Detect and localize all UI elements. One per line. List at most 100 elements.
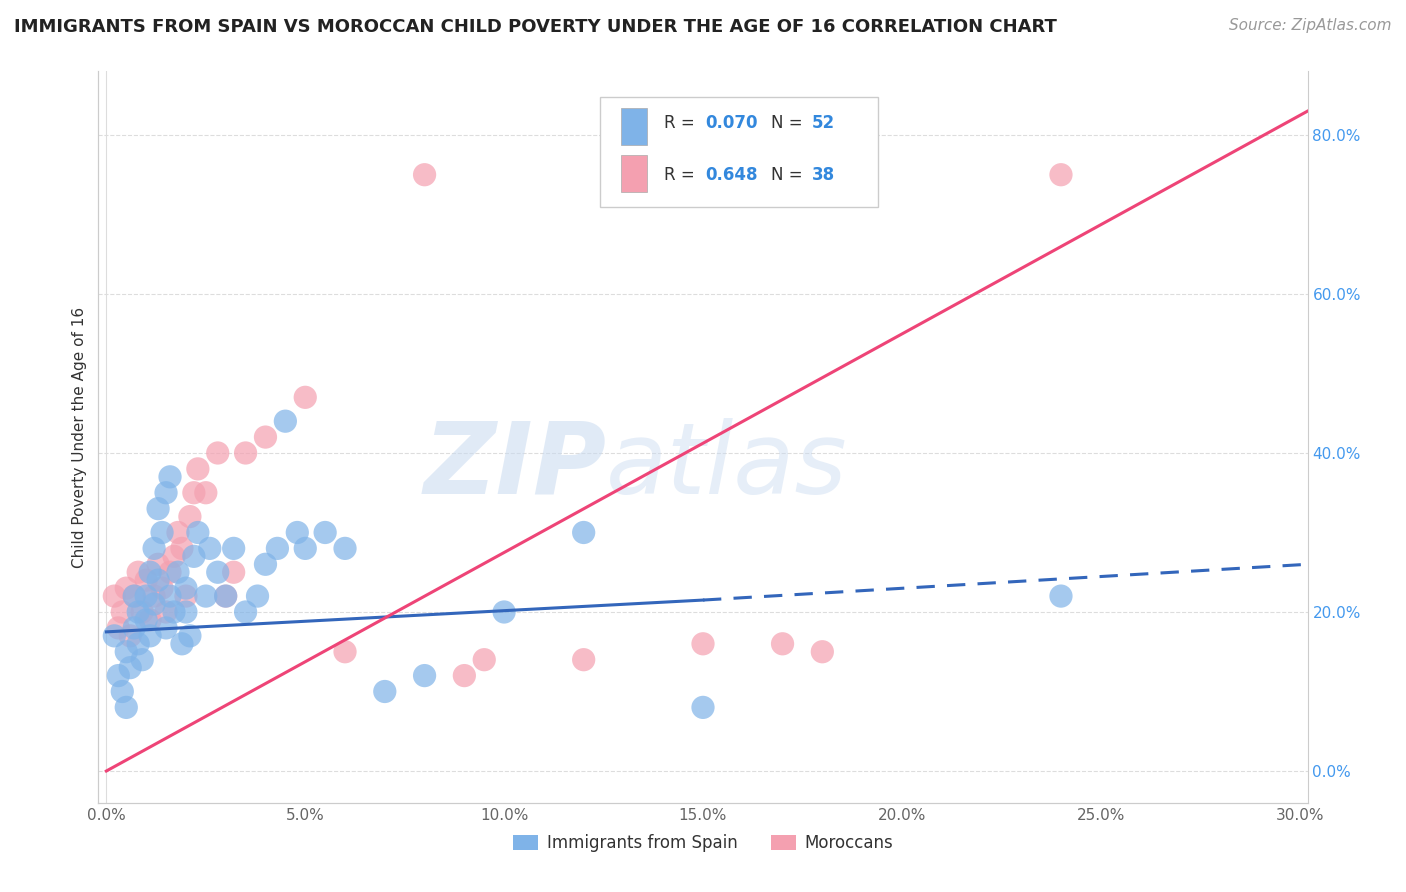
Point — [333, 645, 356, 659]
Point — [120, 660, 142, 674]
Point — [135, 613, 157, 627]
Point — [207, 446, 229, 460]
FancyBboxPatch shape — [621, 155, 647, 192]
Point — [274, 414, 297, 428]
Point — [374, 684, 396, 698]
Point — [146, 501, 169, 516]
Point — [155, 485, 177, 500]
Point — [111, 684, 134, 698]
Point — [266, 541, 288, 556]
Point — [103, 629, 125, 643]
Point — [494, 605, 516, 619]
Point — [122, 589, 145, 603]
Text: N =: N = — [770, 113, 807, 131]
Text: 0.070: 0.070 — [706, 113, 758, 131]
Point — [222, 541, 245, 556]
Point — [122, 589, 145, 603]
Point — [187, 525, 209, 540]
Point — [143, 541, 166, 556]
Point — [174, 605, 197, 619]
Point — [155, 605, 177, 619]
Point — [333, 541, 356, 556]
Point — [179, 509, 201, 524]
Point — [127, 637, 149, 651]
Point — [115, 581, 138, 595]
Point — [131, 653, 153, 667]
Point — [127, 605, 149, 619]
Point — [692, 637, 714, 651]
Point — [572, 653, 595, 667]
Point — [159, 470, 181, 484]
Point — [413, 168, 436, 182]
Point — [139, 629, 162, 643]
Point — [772, 637, 794, 651]
Point — [135, 589, 157, 603]
Text: IMMIGRANTS FROM SPAIN VS MOROCCAN CHILD POVERTY UNDER THE AGE OF 16 CORRELATION : IMMIGRANTS FROM SPAIN VS MOROCCAN CHILD … — [14, 18, 1057, 36]
Point — [143, 597, 166, 611]
Text: atlas: atlas — [606, 417, 848, 515]
Point — [183, 549, 205, 564]
Point — [183, 485, 205, 500]
Point — [215, 589, 238, 603]
Point — [254, 558, 277, 572]
Point — [198, 541, 221, 556]
Point — [285, 525, 308, 540]
Legend: Immigrants from Spain, Moroccans: Immigrants from Spain, Moroccans — [505, 826, 901, 860]
Text: 52: 52 — [811, 113, 835, 131]
Point — [167, 566, 190, 580]
Point — [187, 462, 209, 476]
Point — [115, 700, 138, 714]
Point — [294, 541, 316, 556]
Point — [155, 621, 177, 635]
Point — [111, 605, 134, 619]
Point — [163, 605, 186, 619]
Point — [170, 541, 193, 556]
Point — [235, 605, 257, 619]
Point — [246, 589, 269, 603]
Point — [294, 390, 316, 404]
Point — [453, 668, 475, 682]
Point — [107, 668, 129, 682]
Text: N =: N = — [770, 166, 807, 185]
Point — [1050, 168, 1073, 182]
Point — [163, 549, 186, 564]
Point — [170, 637, 193, 651]
Text: 0.648: 0.648 — [706, 166, 758, 185]
Point — [194, 485, 217, 500]
Point — [174, 581, 197, 595]
Point — [131, 605, 153, 619]
Point — [254, 430, 277, 444]
Point — [139, 566, 162, 580]
FancyBboxPatch shape — [621, 108, 647, 145]
Point — [127, 566, 149, 580]
Point — [194, 589, 217, 603]
Point — [174, 589, 197, 603]
Point — [472, 653, 495, 667]
Point — [150, 525, 173, 540]
Point — [314, 525, 336, 540]
Point — [572, 525, 595, 540]
Point — [692, 700, 714, 714]
Point — [167, 525, 190, 540]
Point — [135, 573, 157, 587]
Point — [107, 621, 129, 635]
Point — [215, 589, 238, 603]
Point — [103, 589, 125, 603]
Point — [179, 629, 201, 643]
Text: ZIP: ZIP — [423, 417, 606, 515]
Y-axis label: Child Poverty Under the Age of 16: Child Poverty Under the Age of 16 — [72, 307, 87, 567]
Point — [139, 613, 162, 627]
Point — [235, 446, 257, 460]
Point — [115, 645, 138, 659]
Point — [150, 581, 173, 595]
Text: R =: R = — [664, 113, 700, 131]
Point — [146, 558, 169, 572]
Point — [120, 629, 142, 643]
Text: R =: R = — [664, 166, 700, 185]
Point — [222, 566, 245, 580]
Point — [413, 668, 436, 682]
Point — [1050, 589, 1073, 603]
FancyBboxPatch shape — [600, 97, 879, 207]
Point — [159, 566, 181, 580]
Point — [207, 566, 229, 580]
